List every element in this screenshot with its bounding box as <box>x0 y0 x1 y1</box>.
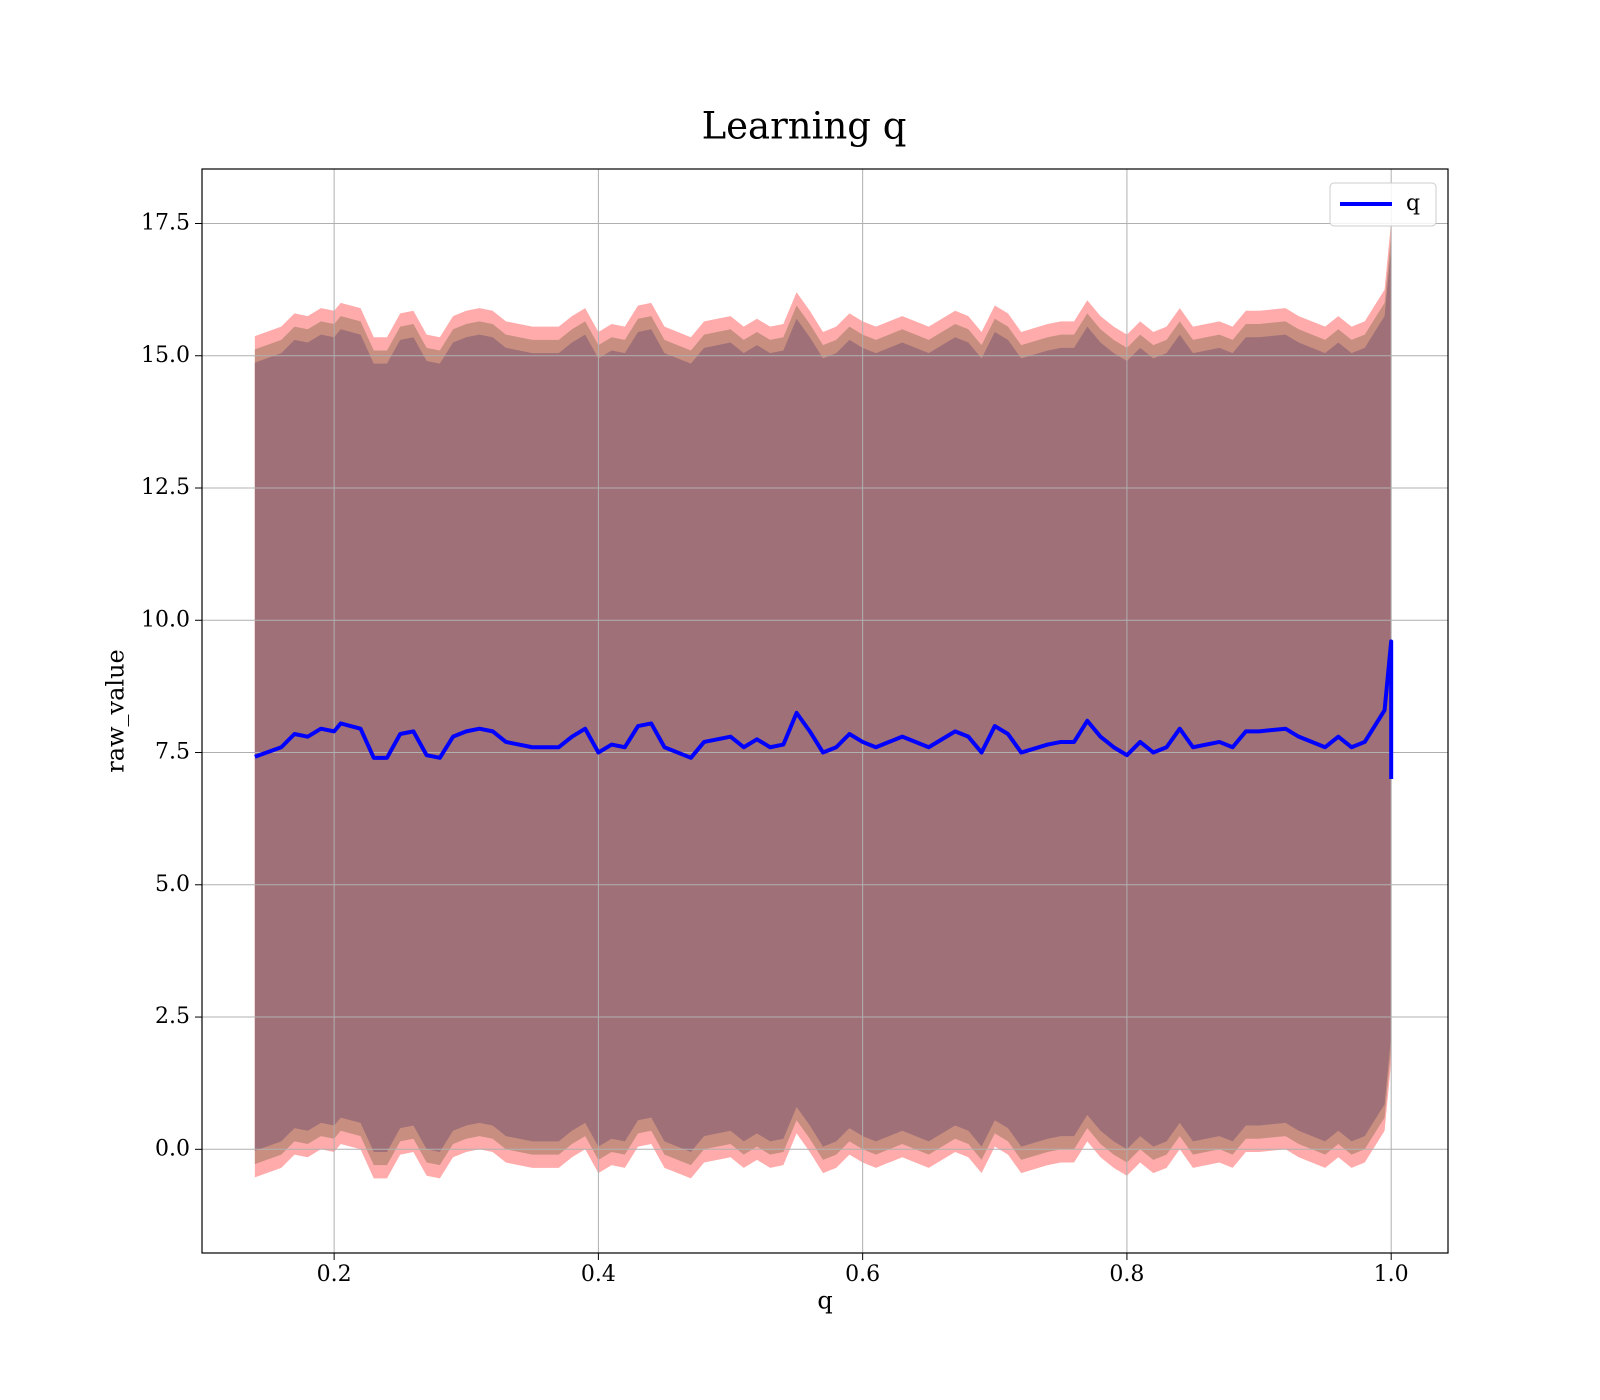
x-tick-label: 0.8 <box>1109 1262 1144 1287</box>
x-tick-label: 0.6 <box>845 1262 880 1287</box>
y-tick-label: 2.5 <box>155 1004 190 1029</box>
band <box>254 247 1392 1174</box>
x-tick-label: 0.4 <box>581 1262 616 1287</box>
x-tick-label: 1.0 <box>1374 1262 1409 1287</box>
y-tick-label: 5.0 <box>155 872 190 897</box>
legend: q <box>1329 182 1437 227</box>
line <box>254 639 1394 779</box>
plot-frame <box>201 168 1449 1254</box>
y-axis-label: raw_value <box>102 649 130 773</box>
legend-label: q <box>1406 191 1420 216</box>
y-tick-label: 15.0 <box>141 343 190 368</box>
y-tick-label: 10.0 <box>141 607 190 632</box>
y-tick-label: 7.5 <box>155 740 190 765</box>
y-tick-label: 12.5 <box>141 475 190 500</box>
x-axis-label: q <box>817 1287 832 1315</box>
y-tick-label: 17.5 <box>141 210 190 235</box>
x-tick-label: 0.2 <box>317 1262 352 1287</box>
y-tick-label: 0.0 <box>155 1136 190 1161</box>
chart-title: Learning q <box>702 105 907 148</box>
